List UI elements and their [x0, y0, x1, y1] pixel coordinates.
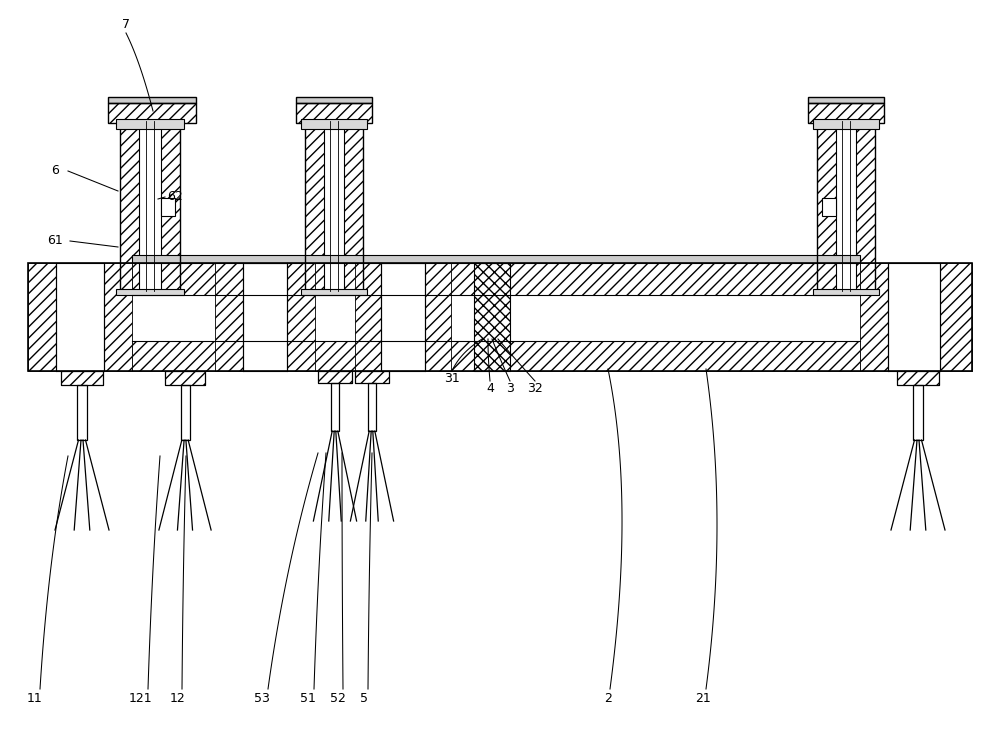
Bar [161, 121, 180, 291]
Bar [813, 289, 879, 295]
Bar [243, 263, 287, 371]
Text: 21: 21 [695, 692, 711, 705]
Bar [132, 341, 860, 371]
Bar [61, 371, 103, 385]
Text: 53: 53 [254, 692, 270, 705]
Bar [817, 121, 836, 291]
Text: 4: 4 [486, 382, 494, 396]
Bar [77, 385, 87, 440]
Text: 7: 7 [122, 19, 130, 32]
Bar [139, 121, 161, 291]
Text: 3: 3 [506, 382, 514, 396]
Bar [355, 263, 451, 371]
Bar [344, 121, 363, 291]
Text: 121: 121 [128, 692, 152, 705]
Bar [822, 198, 836, 216]
Bar [318, 371, 352, 383]
Bar [817, 121, 875, 291]
Text: 5: 5 [360, 692, 368, 705]
Bar [808, 103, 884, 123]
Bar [165, 371, 205, 385]
Bar [301, 289, 367, 295]
Bar [28, 263, 972, 371]
Bar [913, 385, 923, 440]
Text: 12: 12 [170, 692, 186, 705]
Bar [368, 383, 376, 431]
Text: 61: 61 [47, 234, 63, 248]
Text: 11: 11 [27, 692, 43, 705]
Bar [808, 97, 884, 103]
Text: 6: 6 [51, 164, 59, 177]
Bar [355, 371, 389, 383]
Bar [56, 263, 104, 371]
Bar [305, 121, 363, 291]
Bar [324, 121, 344, 291]
Bar [836, 121, 856, 291]
Bar [28, 263, 972, 371]
Bar [860, 263, 972, 371]
Bar [296, 97, 372, 103]
Bar [132, 255, 860, 263]
Bar [296, 103, 372, 123]
Bar [132, 263, 860, 295]
Bar [381, 263, 425, 371]
Bar [116, 119, 184, 129]
Bar [331, 383, 339, 431]
Bar [856, 121, 875, 291]
Bar [897, 371, 939, 385]
Bar [305, 121, 324, 291]
Bar [808, 103, 884, 123]
Text: 62: 62 [167, 191, 183, 204]
Bar [474, 263, 510, 371]
Bar [61, 371, 103, 385]
Bar [318, 371, 352, 383]
Bar [161, 198, 175, 216]
Bar [165, 371, 205, 385]
Bar [180, 385, 190, 440]
Bar [108, 103, 196, 123]
Bar [474, 263, 510, 371]
Text: 32: 32 [527, 382, 543, 396]
Bar [301, 119, 367, 129]
Bar [813, 119, 879, 129]
Bar [888, 263, 940, 371]
Bar [108, 97, 196, 103]
Text: 2: 2 [604, 692, 612, 705]
Text: 31: 31 [444, 372, 460, 385]
Bar [296, 103, 372, 123]
Bar [355, 371, 389, 383]
Bar [897, 371, 939, 385]
Bar [108, 103, 196, 123]
Bar [120, 121, 180, 291]
Text: 51: 51 [300, 692, 316, 705]
Bar [28, 263, 132, 371]
Bar [215, 263, 315, 371]
Text: 52: 52 [330, 692, 346, 705]
Bar [120, 121, 139, 291]
Bar [116, 289, 184, 295]
